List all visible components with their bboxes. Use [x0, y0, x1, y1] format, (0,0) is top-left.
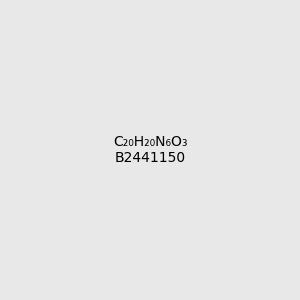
Text: C₂₀H₂₀N₆O₃
B2441150: C₂₀H₂₀N₆O₃ B2441150: [113, 135, 187, 165]
